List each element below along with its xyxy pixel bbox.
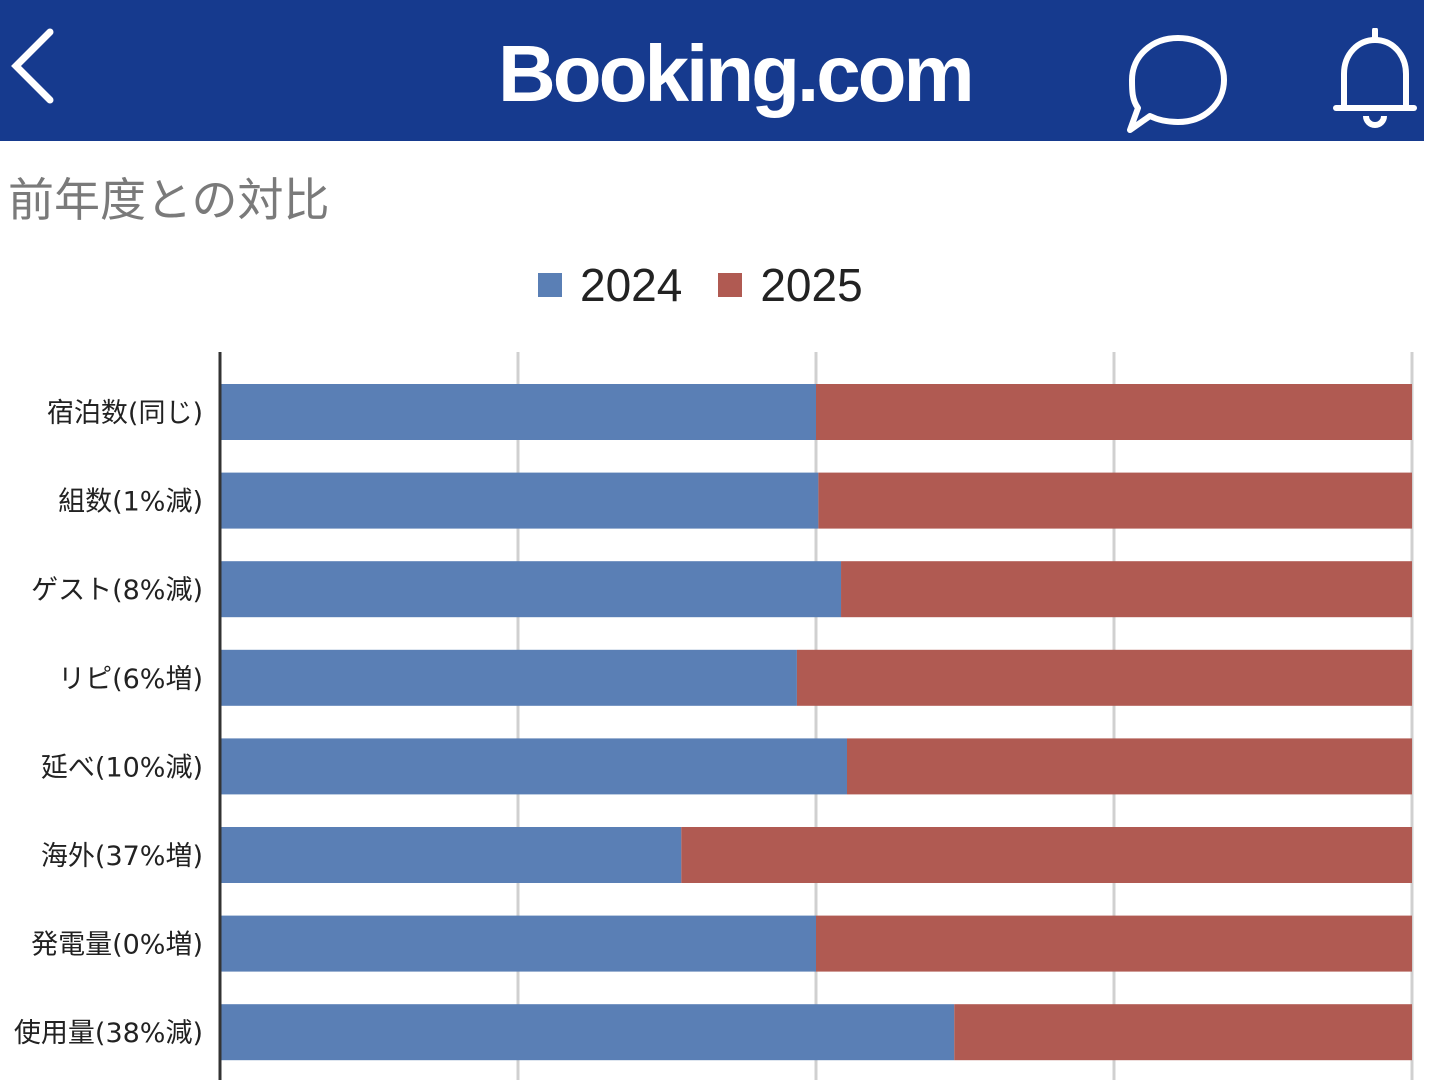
bar-2024: [220, 738, 847, 795]
chevron-left-icon[interactable]: [8, 28, 58, 108]
bar-2025: [954, 1004, 1412, 1061]
category-label: 組数(1%減): [58, 487, 203, 518]
legend-label: 2025: [760, 259, 863, 311]
bar-2025: [846, 738, 1412, 795]
bar-2024: [220, 561, 842, 618]
bar-2025: [818, 472, 1412, 529]
bar-2024: [220, 1004, 955, 1061]
bar-2025: [841, 561, 1412, 618]
chat-bubble-icon[interactable]: [1124, 32, 1232, 136]
legend-swatch: [718, 273, 743, 297]
legend-item-2024: 2024: [538, 258, 682, 312]
booking-logo[interactable]: Booking.com: [498, 29, 975, 118]
bell-icon[interactable]: [1330, 28, 1420, 132]
bar-2025: [681, 827, 1412, 883]
category-label: 宿泊数(同じ): [47, 398, 203, 429]
bar-2025: [796, 649, 1412, 706]
category-label: 延べ(10%減): [41, 752, 203, 783]
legend-label: 2024: [580, 259, 683, 311]
category-label: 発電量(0%増): [31, 930, 203, 961]
bar-2024: [220, 472, 819, 529]
bar-2025: [816, 915, 1412, 972]
bar-2024: [220, 827, 682, 883]
bar-2024: [220, 649, 797, 706]
bar-2024: [220, 915, 816, 972]
category-label: 海外(37%増): [41, 841, 203, 872]
legend-item-2025: 2025: [718, 258, 863, 312]
bar-2024: [220, 384, 816, 440]
category-label: 使用量(38%減): [14, 1018, 203, 1049]
legend: 2024 2025: [538, 258, 899, 312]
stacked-bar-chart: 宿泊数(同じ) 組数(1%減) ゲスト(8%減) リピ(6%増) 延べ(10%減) 海外(…: [14, 352, 1414, 1080]
category-label: ゲスト(8%減): [31, 575, 203, 606]
category-label: リピ(6%増): [58, 664, 203, 695]
bar-2025: [816, 384, 1412, 440]
app-header: Booking.com: [0, 0, 1424, 141]
chart-title: 前年度との対比: [8, 173, 330, 227]
legend-swatch: [538, 273, 562, 297]
